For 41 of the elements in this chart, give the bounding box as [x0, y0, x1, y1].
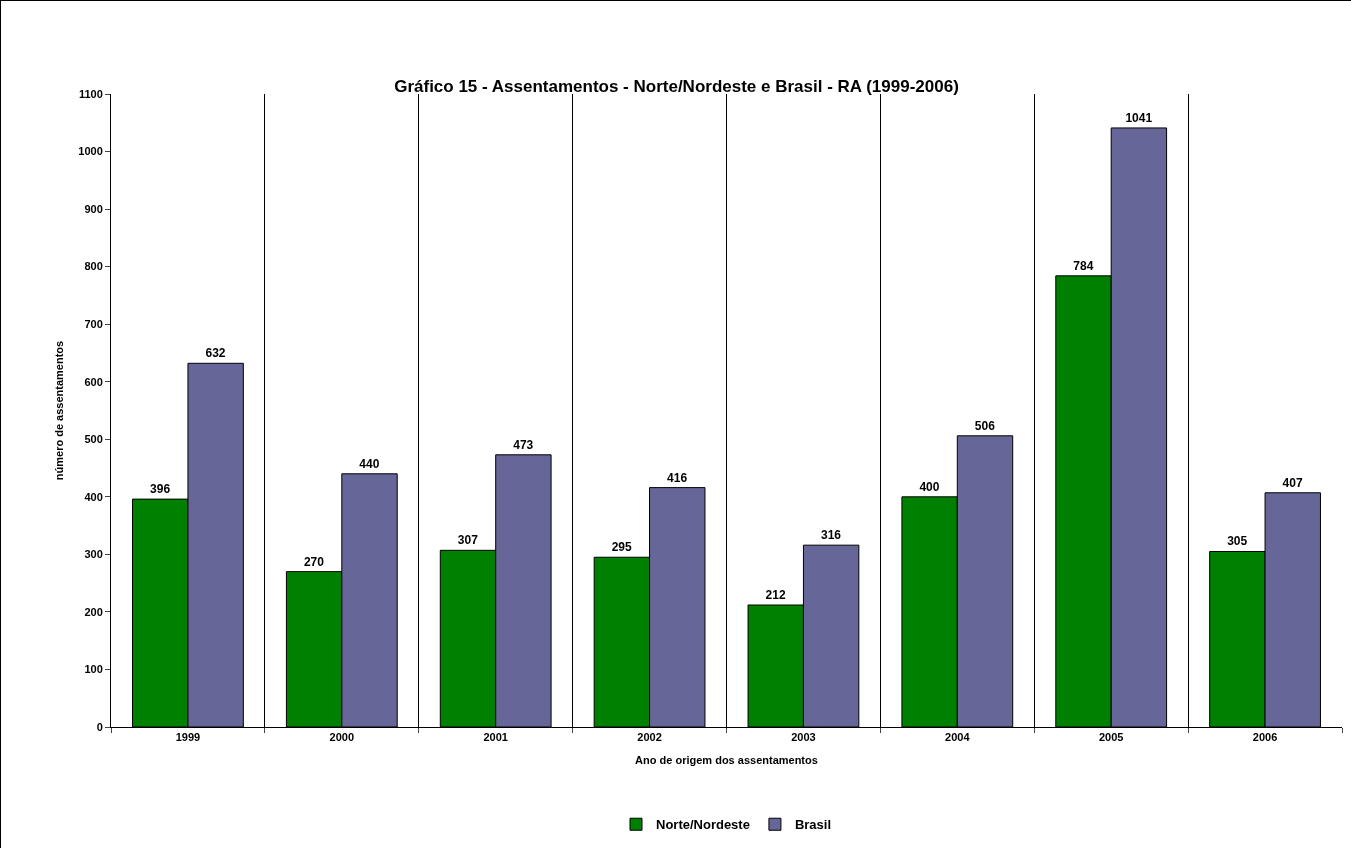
- data-label: 1041: [1125, 110, 1153, 125]
- y-tick-label: 100: [84, 663, 103, 676]
- legend-label: Brasil: [794, 817, 832, 833]
- y-tick-label: 500: [84, 433, 103, 446]
- chart-title: Gráfico 15 - Assentamentos - Norte/Nordeste e Brasil - RA (1999-2006): [394, 76, 959, 96]
- data-label: 316: [820, 528, 842, 543]
- y-tick-label: 400: [84, 490, 103, 503]
- y-tick-label: 1000: [78, 145, 103, 158]
- x-tick-label: 2002: [637, 731, 662, 744]
- data-label: 270: [303, 554, 325, 569]
- x-tick-label: 2005: [1098, 731, 1124, 744]
- data-label: 506: [974, 418, 996, 433]
- y-tick-label: 200: [84, 605, 103, 618]
- legend-label: Norte/Nordeste: [656, 817, 750, 833]
- y-tick-label: 600: [84, 375, 103, 388]
- x-tick-label: 2001: [483, 731, 508, 744]
- y-axis-title: número de assentamentos: [52, 340, 65, 481]
- data-label: 307: [457, 533, 479, 548]
- data-label: 400: [919, 479, 940, 494]
- y-tick-label: 900: [84, 202, 103, 215]
- y-tick-label: 1100: [78, 87, 103, 100]
- x-tick-label: 2003: [791, 731, 816, 744]
- data-label: 295: [611, 540, 633, 555]
- x-axis-title: Ano de origem dos assentamentos: [635, 754, 818, 767]
- data-label: 440: [359, 456, 380, 471]
- data-label: 396: [150, 482, 171, 497]
- x-tick-label: 2000: [329, 731, 355, 744]
- y-tick-label: 300: [84, 548, 103, 561]
- x-tick-label: 2004: [945, 731, 971, 744]
- data-label: 473: [513, 437, 534, 452]
- data-label: 784: [1073, 258, 1094, 273]
- data-label: 305: [1227, 534, 1248, 549]
- data-label: 407: [1282, 475, 1303, 490]
- data-label: 632: [205, 346, 226, 361]
- data-label: 416: [667, 470, 688, 485]
- y-tick-label: 700: [84, 318, 103, 331]
- y-tick-label: 800: [84, 260, 103, 273]
- y-tick-label: 0: [96, 720, 103, 733]
- data-label: 212: [765, 588, 786, 602]
- x-tick-label: 2006: [1252, 731, 1278, 744]
- x-tick-label: 1999: [175, 731, 201, 744]
